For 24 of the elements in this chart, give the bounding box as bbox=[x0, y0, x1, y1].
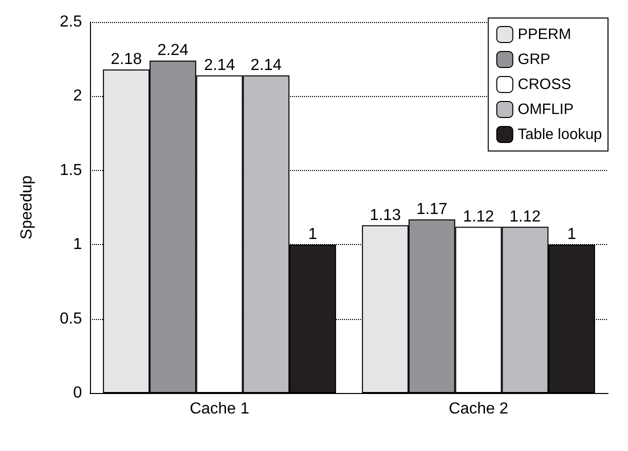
y-tick-label: 1 bbox=[73, 236, 82, 254]
data-label: 1 bbox=[308, 226, 318, 244]
data-label: 1.12 bbox=[510, 208, 541, 226]
data-label: 2.14 bbox=[250, 56, 282, 74]
data-label: 1.13 bbox=[370, 206, 401, 224]
data-label: 2.18 bbox=[110, 50, 142, 68]
legend-label: CROSS bbox=[518, 76, 572, 93]
data-label: 2.14 bbox=[204, 56, 236, 74]
legend-label: OMFLIP bbox=[518, 101, 574, 118]
y-tick-label: 0 bbox=[73, 384, 82, 402]
x-tick-label: Cache 2 bbox=[448, 400, 508, 418]
data-label: 1 bbox=[567, 226, 576, 244]
data-label: 2.24 bbox=[157, 42, 189, 60]
data-label: 1.12 bbox=[462, 208, 494, 226]
y-tick-label: 1.5 bbox=[60, 162, 82, 179]
legend-label: GRP bbox=[518, 51, 550, 68]
y-tick-label: 0.5 bbox=[60, 310, 82, 328]
y-axis-title: Speedup bbox=[18, 175, 36, 240]
legend-label: PPERM bbox=[518, 26, 572, 43]
y-tick-label: 2.5 bbox=[60, 14, 82, 30]
data-label: 1.17 bbox=[416, 200, 448, 218]
y-tick-label: 2 bbox=[73, 88, 82, 105]
legend-label: Table lookup bbox=[518, 126, 602, 143]
x-tick-label: Cache 1 bbox=[190, 400, 250, 418]
